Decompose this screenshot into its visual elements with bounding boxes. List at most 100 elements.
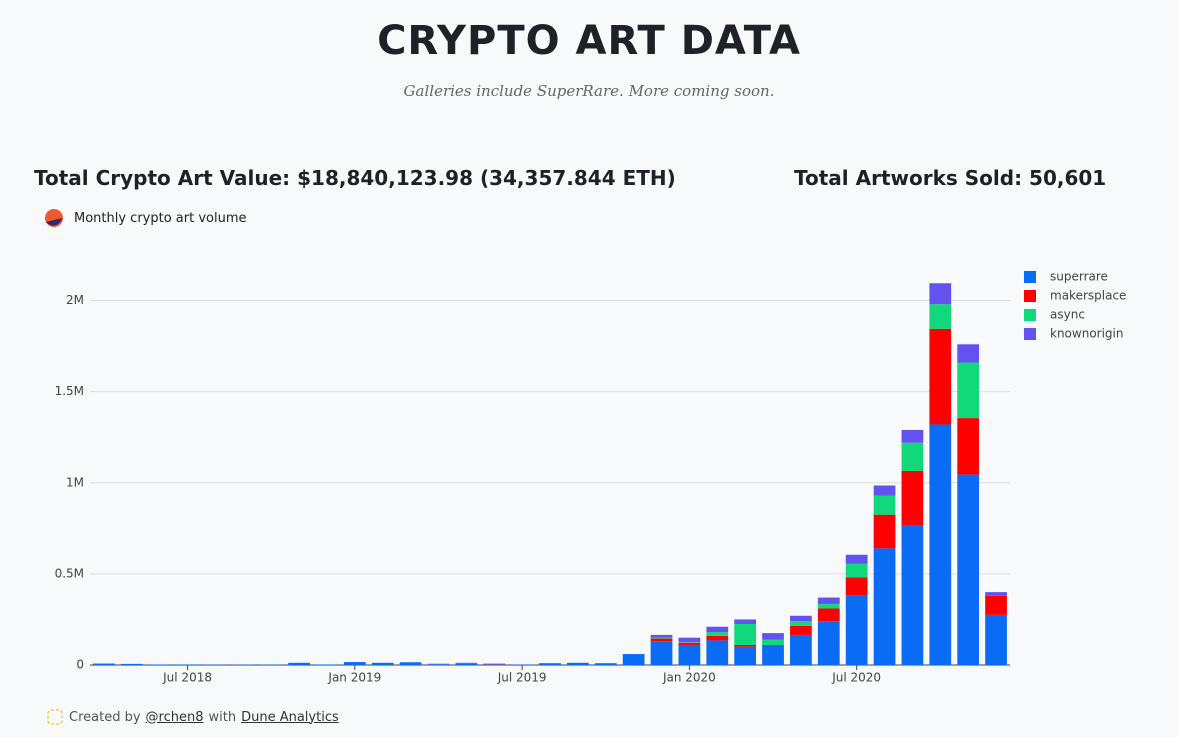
x-tick-label: Jan 2019 (327, 671, 381, 685)
bar-segment (622, 654, 645, 665)
bar-segment (594, 663, 617, 665)
bar-segment (901, 470, 924, 526)
bar-segment (762, 639, 784, 645)
bar-segment (957, 362, 980, 419)
author-link[interactable]: @rchen8 (145, 709, 204, 725)
bar-segment (176, 664, 199, 665)
bar-segment (845, 577, 868, 596)
bar-segment (929, 283, 952, 305)
bar-segment (706, 640, 729, 665)
bar-segment (817, 608, 840, 622)
bar-segment (901, 442, 924, 471)
legend-swatch (1024, 290, 1036, 302)
bar-segment (734, 646, 757, 665)
y-tick-label: 2M (66, 293, 84, 307)
bar-segment (901, 429, 924, 443)
bar-segment (678, 642, 701, 645)
subtitle: Galleries include SuperRare. More coming… (403, 82, 775, 100)
y-tick-label: 0.5M (55, 566, 84, 580)
panel-header: Monthly crypto art volume (44, 208, 247, 228)
y-tick-label: 1M (66, 475, 84, 489)
footer: Created by @rchen8 with Dune Analytics (46, 708, 339, 726)
x-tick-label: Jan 2020 (662, 671, 716, 685)
bar-segment (957, 344, 980, 363)
bar-segment (455, 663, 478, 664)
y-tick-label: 0 (76, 658, 84, 672)
bar-segment (985, 614, 1007, 665)
bar-segment (873, 495, 896, 515)
bar-segment (678, 644, 701, 665)
bar-segment (873, 485, 896, 496)
legend-label: async (1050, 308, 1085, 322)
bar-segment (483, 664, 506, 665)
bar-segment (706, 632, 729, 636)
footer-middle: with (208, 709, 237, 725)
bar-segment (929, 328, 952, 425)
bar-segment (845, 563, 868, 578)
legend-label: makersplace (1050, 289, 1126, 303)
bar-segment (734, 624, 757, 645)
bar-segment (957, 418, 980, 475)
total-value: Total Crypto Art Value: $18,840,123.98 (… (34, 166, 676, 190)
bar-segment (427, 664, 450, 665)
bar-segment (985, 595, 1007, 615)
bar-segment (790, 625, 812, 635)
bar-segment (762, 633, 784, 640)
bar-segment (650, 637, 673, 639)
bar-segment (93, 663, 115, 665)
bar-segment (817, 621, 840, 665)
bar-segment (399, 662, 422, 665)
legend-label: superrare (1050, 270, 1108, 284)
bar-segment (650, 641, 673, 665)
legend-swatch (1024, 271, 1036, 283)
panel-title: Monthly crypto art volume (74, 210, 247, 226)
bar-segment (567, 662, 589, 665)
bar-segment (817, 597, 840, 604)
bar-segment (678, 637, 701, 643)
bar-segment (873, 548, 896, 665)
y-tick-label: 1.5M (55, 384, 84, 398)
bar-segment (957, 474, 980, 665)
panel-icon (45, 209, 63, 227)
bar-segment (790, 615, 812, 622)
x-tick-label: Jul 2018 (162, 671, 212, 685)
bar-segment (845, 554, 868, 564)
chart: 0 0.5M 1M 1.5M 2M Jul 2018 Jan 2019 Jul 2019 Jan… (55, 270, 1127, 685)
bar-segment (371, 662, 394, 665)
title: CRYPTO ART DATA (377, 18, 801, 64)
bar-segment (455, 662, 478, 664)
bar-segment (288, 662, 310, 665)
legend-swatch (1024, 309, 1036, 321)
footer-prefix: Created by (69, 709, 141, 725)
x-tick-label: Jul 2020 (831, 671, 881, 685)
bar-segment (539, 663, 561, 665)
bar-segment (734, 619, 757, 624)
bar-segment (901, 525, 924, 665)
bar-segment (762, 644, 784, 646)
bar-segment (148, 664, 171, 665)
bar-segment (678, 642, 701, 643)
bar-segment (817, 603, 840, 609)
bar-segment (734, 644, 757, 647)
bar-segment (929, 304, 952, 329)
bar-segment (790, 621, 812, 626)
legend-swatch (1024, 328, 1036, 340)
bar-segment (706, 626, 729, 633)
bar-segment (316, 664, 338, 665)
bar-segment (790, 634, 812, 665)
bar-segment (120, 663, 143, 665)
footer-icon (47, 709, 63, 725)
bar-segment (706, 635, 729, 641)
bar-segment (762, 645, 784, 665)
bar-segment (929, 424, 952, 665)
x-tick-label: Jul 2019 (497, 671, 547, 685)
platform-link[interactable]: Dune Analytics (241, 709, 339, 725)
total-artworks: Total Artworks Sold: 50,601 (794, 166, 1107, 190)
bar-segment (455, 663, 478, 665)
bar-segment (427, 663, 450, 665)
bar-segment (873, 514, 896, 549)
bar-segment (985, 592, 1007, 596)
legend-label: knownorigin (1050, 327, 1123, 341)
bar-segment (650, 638, 673, 642)
